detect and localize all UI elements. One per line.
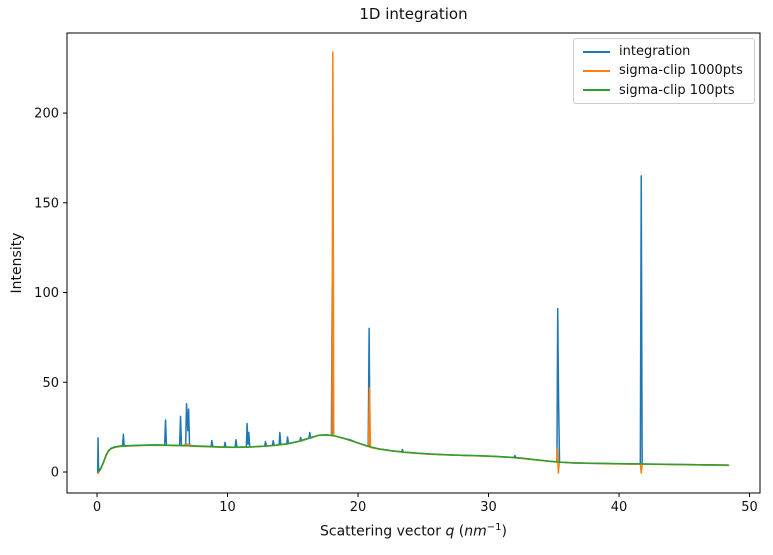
y-tick-label: 0 — [51, 466, 59, 481]
x-tick-label: 50 — [741, 500, 758, 515]
chart-title: 1D integration — [359, 5, 468, 23]
legend: integration sigma-clip 1000pts sigma-cli… — [573, 38, 755, 104]
legend-label: integration — [619, 44, 691, 60]
legend-entry: sigma-clip 100pts — [574, 84, 754, 97]
x-axis-label-q: q — [445, 523, 455, 540]
y-axis-label: Intensity — [9, 232, 25, 294]
x-axis-label-paren-close: ) — [501, 523, 507, 540]
x-axis-label-paren: ( — [454, 523, 465, 540]
legend-swatch-sigma-clip-100pts — [583, 89, 610, 92]
legend-entry: sigma-clip 1000pts — [574, 64, 754, 77]
series-sigma-clip-100pts — [98, 434, 729, 472]
plot-frame — [66, 32, 761, 494]
x-axis-label-text: Scattering vector — [319, 523, 446, 540]
x-tick-label: 10 — [219, 500, 236, 515]
legend-label: sigma-clip 1000pts — [619, 63, 743, 79]
legend-label: sigma-clip 100pts — [619, 82, 735, 98]
y-tick-label: 50 — [42, 376, 59, 391]
legend-entry: integration — [574, 45, 754, 58]
x-tick-label: 0 — [93, 500, 101, 515]
legend-swatch-sigma-clip-1000pts — [583, 69, 610, 72]
x-tick-label: 30 — [480, 500, 497, 515]
y-tick-label: 150 — [34, 196, 59, 211]
legend-swatch-integration — [583, 50, 610, 53]
x-tick-label: 40 — [611, 500, 628, 515]
x-axis-label-unit: nm — [464, 523, 487, 540]
y-tick-label: 100 — [34, 286, 59, 301]
x-axis-label: Scattering vector q (nm−1) — [67, 522, 760, 540]
x-tick-label: 20 — [350, 500, 367, 515]
x-axis-label-exponent: −1 — [486, 522, 502, 533]
series-sigma-clip-1000pts — [97, 51, 730, 475]
series-integration — [96, 175, 729, 473]
y-tick-label: 200 — [34, 107, 59, 122]
